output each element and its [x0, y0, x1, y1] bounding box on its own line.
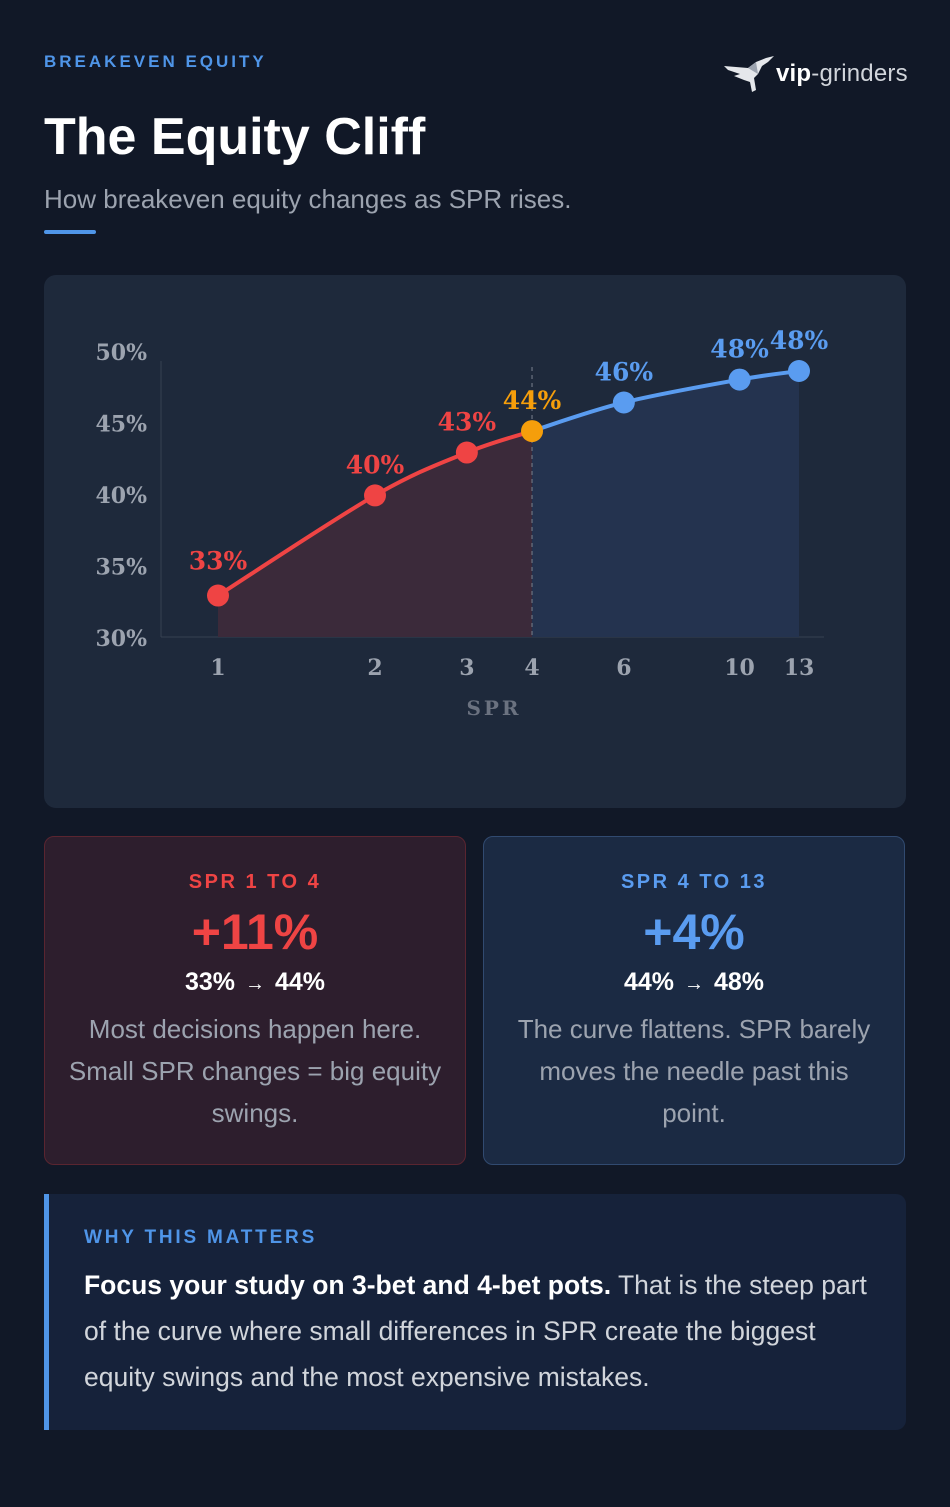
card-description: Most decisions happen here. Small SPR ch…: [68, 1014, 442, 1128]
x-tick-label: 2: [367, 655, 382, 681]
card-range-to: 44%: [275, 968, 326, 996]
x-tick-label: 6: [616, 655, 631, 681]
series-line-steep: [216, 429, 535, 598]
card-label: SPR 4 TO 13: [620, 871, 768, 893]
x-axis-label: SPR: [466, 696, 521, 720]
logo-text-bold: vip: [776, 60, 812, 87]
data-label: 43%: [438, 408, 497, 437]
equity-curve-chart: 33% 40% 43%44% 46% 48% 48% 30% 35% 40% 45% 50% 1 2 3 4…: [95, 326, 829, 720]
data-label: 33%: [189, 547, 248, 576]
data-point: [207, 584, 229, 607]
data-point: [612, 391, 635, 414]
card-range: 33% → 44%: [45, 968, 465, 997]
card-range: 44% → 48%: [484, 968, 904, 997]
card-spr-4-to-13: SPR 4 TO 13 +4% 44% → 48% The curve flatte…: [483, 836, 905, 1165]
y-tick-label: 45%: [95, 412, 147, 438]
callout-bold-text: Focus your study on 3-bet and 4-bet pots…: [84, 1270, 612, 1300]
data-label: 40%: [346, 450, 405, 479]
page-title: The Equity Cliff: [44, 108, 426, 166]
card-range-to: 48%: [714, 968, 765, 996]
y-tick-label: 40%: [95, 483, 147, 509]
chart-card: 33% 40% 43% 44% 46% 48% 48% 30% 35% 40% 45% 50% 1 2 3 4…: [44, 275, 906, 808]
title-accent-bar: [44, 230, 96, 234]
y-tick-label: 30%: [95, 626, 147, 652]
area-steep-region: [218, 431, 533, 637]
data-label: 48%: [710, 335, 769, 364]
y-tick-label: 50%: [95, 340, 147, 366]
logo-wordmark: vip-grinders: [776, 60, 908, 88]
card-label: SPR 1 TO 4: [188, 871, 322, 893]
x-tick-label: 3: [459, 655, 474, 681]
card-description: The curve flattens. SPR barely moves the…: [517, 1014, 871, 1128]
data-label: 44%: [503, 386, 562, 415]
y-tick-label: 35%: [95, 555, 147, 581]
card-range-from: 33%: [184, 968, 235, 996]
callout-text: Focus your study on 3-bet and 4-bet pots…: [84, 1262, 874, 1400]
data-label: 46%: [595, 357, 654, 386]
area-flat-region: [532, 371, 799, 637]
callout-body-text: That is the steep part of the curve wher…: [84, 1270, 867, 1392]
eyebrow-label: BREAKEVEN EQUITY: [44, 52, 267, 71]
x-tick-label: 10: [724, 655, 755, 681]
data-point: [521, 420, 544, 443]
x-tick-label: 4: [524, 655, 539, 681]
data-point: [364, 484, 387, 507]
card-value: +11%: [191, 904, 319, 960]
arrow-icon: →: [684, 973, 704, 995]
data-point: [728, 368, 751, 391]
card-range-from: 44%: [623, 968, 674, 996]
arrow-icon: →: [245, 973, 265, 995]
x-tick-label: 13: [784, 655, 815, 681]
callout-label: WHY THIS MATTERS: [84, 1227, 318, 1248]
hummingbird-icon: [724, 56, 774, 92]
data-point: [455, 441, 478, 464]
x-tick-label: 1: [210, 655, 225, 681]
page-subtitle: How breakeven equity changes as SPR rise…: [44, 184, 572, 214]
logo-text-rest: -grinders: [811, 60, 908, 87]
data-point: [788, 360, 810, 383]
series-line-flat: [530, 369, 801, 434]
card-spr-1-to-4: SPR 1 TO 4 +11% 33% → 44% Most decisions h…: [44, 836, 466, 1165]
brand-logo: vip-grinders: [722, 52, 912, 96]
card-value: +4%: [643, 904, 745, 960]
why-this-matters-callout: WHY THIS MATTERS Focus your study on 3-b…: [44, 1194, 906, 1430]
data-label: 48%: [770, 326, 829, 355]
